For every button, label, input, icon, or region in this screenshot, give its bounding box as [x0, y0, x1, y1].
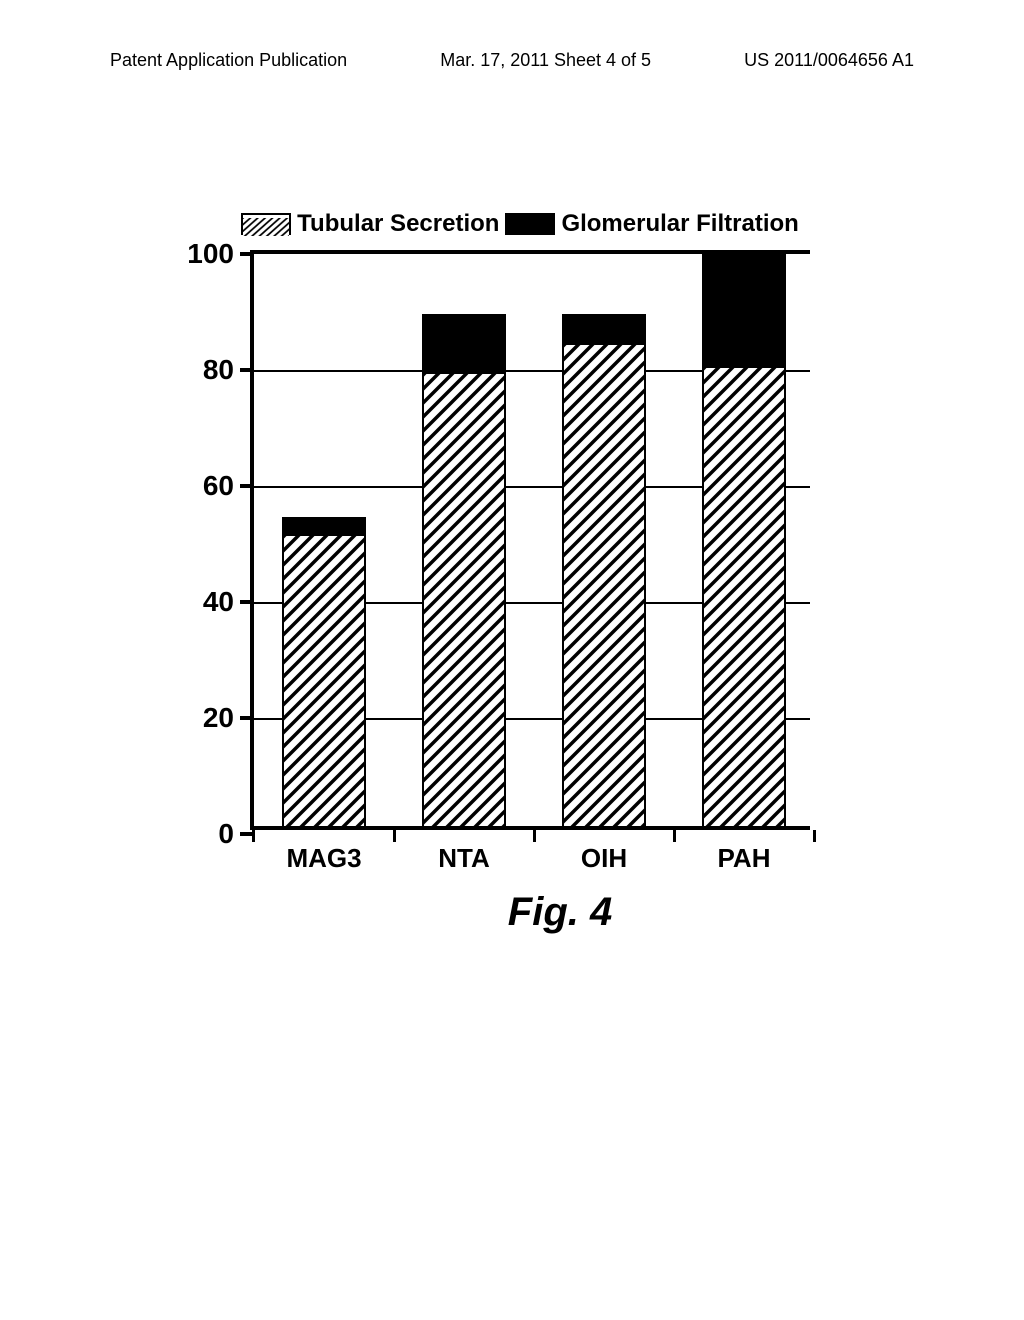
y-tick [240, 716, 254, 720]
x-tick [813, 830, 816, 842]
x-axis [250, 826, 810, 830]
x-tick [673, 830, 676, 842]
x-tick [393, 830, 396, 842]
header-right: US 2011/0064656 A1 [744, 50, 914, 71]
chart-container: Tubular Secretion Glomerular Filtration … [170, 210, 870, 935]
bar-glomerular-filtration [702, 250, 786, 366]
y-axis-label: 40 [174, 586, 234, 618]
bar-tubular-secretion [702, 366, 786, 830]
x-axis-label: OIH [581, 843, 627, 874]
figure-caption: Fig. 4 [250, 890, 870, 935]
x-axis-label: NTA [438, 843, 490, 874]
bar-tubular-secretion [282, 534, 366, 830]
y-axis-label: 20 [174, 702, 234, 734]
header-center: Mar. 17, 2011 Sheet 4 of 5 [440, 50, 651, 71]
legend-swatch-hatched [241, 213, 291, 235]
y-axis-label: 80 [174, 354, 234, 386]
bar-tubular-secretion [562, 343, 646, 830]
legend-label-2: Glomerular Filtration [561, 210, 798, 238]
bar-glomerular-filtration [282, 517, 366, 534]
y-tick [240, 368, 254, 372]
bar-glomerular-filtration [422, 314, 506, 372]
plot-area: 020406080100MAG3NTAOIHPAH [250, 250, 810, 830]
x-tick [252, 830, 255, 842]
y-tick [240, 484, 254, 488]
x-axis-label: MAG3 [286, 843, 361, 874]
legend-label-1: Tubular Secretion [297, 210, 499, 238]
bar-tubular-secretion [422, 372, 506, 830]
x-axis-label: PAH [718, 843, 771, 874]
chart-legend: Tubular Secretion Glomerular Filtration [170, 210, 870, 238]
page-header: Patent Application Publication Mar. 17, … [0, 50, 1024, 71]
y-axis-label: 100 [174, 238, 234, 270]
y-axis-label: 60 [174, 470, 234, 502]
y-tick [240, 252, 254, 256]
bar-glomerular-filtration [562, 314, 646, 343]
y-tick [240, 600, 254, 604]
x-tick [533, 830, 536, 842]
header-left: Patent Application Publication [110, 50, 347, 71]
y-axis-label: 0 [174, 818, 234, 850]
legend-swatch-solid [505, 213, 555, 235]
